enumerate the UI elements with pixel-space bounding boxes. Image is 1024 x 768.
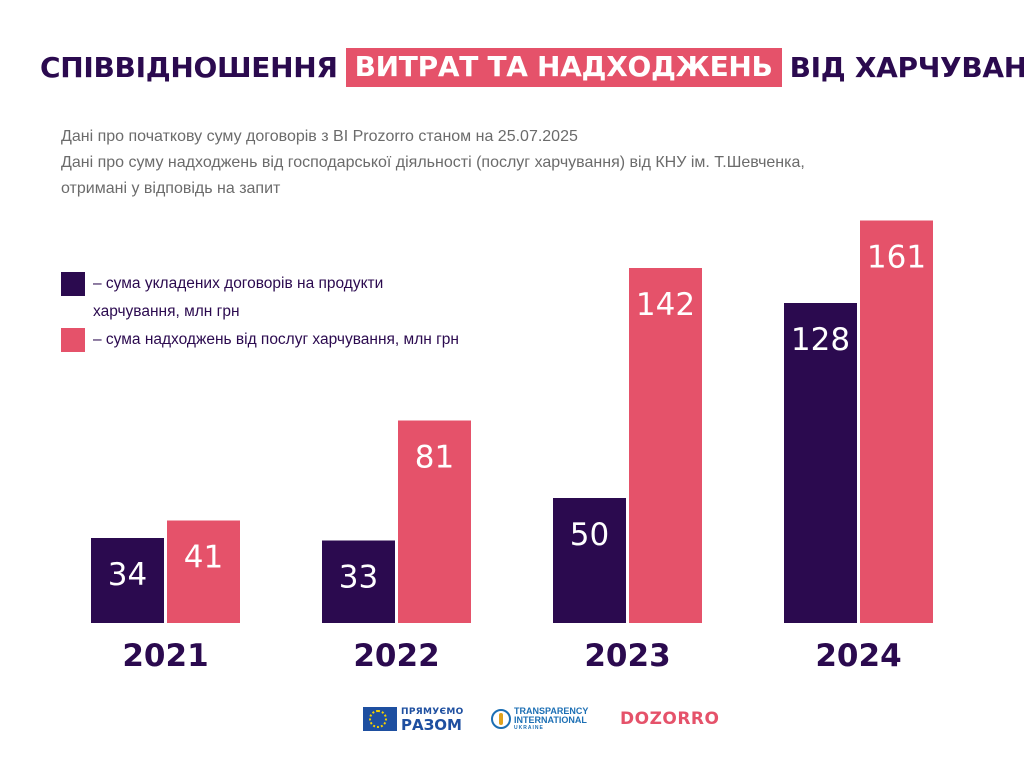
subtitle-line-3: отримані у відповідь на запит bbox=[61, 180, 281, 197]
bar-revenue-2024 bbox=[860, 220, 933, 623]
logo-ti-top: TRANSPARENCY bbox=[514, 706, 589, 716]
value-label-revenue-2024: 161 bbox=[867, 240, 926, 276]
value-label-revenue-2021: 41 bbox=[184, 540, 223, 576]
value-label-revenue-2023: 142 bbox=[636, 287, 695, 323]
logo-transparency-international: TRANSPARENCY INTERNATIONAL UKRAINE bbox=[491, 704, 588, 734]
legend-swatch-contracts bbox=[61, 272, 85, 296]
value-label-contracts-2022: 33 bbox=[339, 560, 378, 596]
title-part1: СПІВВІДНОШЕННЯ bbox=[40, 51, 338, 84]
bar-revenue-2021 bbox=[167, 520, 240, 623]
category-label-2021: 2021 bbox=[122, 638, 208, 674]
value-label-contracts-2021: 34 bbox=[108, 557, 147, 593]
logo-pr-bottom: РАЗОМ bbox=[401, 715, 462, 734]
logo-dozorro-text: DOZORRO bbox=[620, 709, 720, 729]
legend-swatch-revenue bbox=[61, 328, 85, 352]
logo-strip: ПРЯМУЄМО РАЗОМ TRANSPARENCY INTERNATIONA… bbox=[363, 704, 733, 734]
title-part2: ВІД ХАРЧУВАННЯ bbox=[789, 51, 1024, 84]
bar-contracts-2024 bbox=[784, 303, 857, 623]
bar-contracts-2021 bbox=[91, 538, 164, 623]
value-label-contracts-2024: 128 bbox=[791, 322, 850, 358]
logo-ti-mid: INTERNATIONAL bbox=[514, 715, 587, 725]
legend-item-revenue: – сума надходжень від послуг харчування,… bbox=[61, 326, 553, 354]
legend-label-contracts: – сума укладених договорів на продукти х… bbox=[93, 275, 384, 320]
title-highlight: ВИТРАТ ТА НАДХОДЖЕНЬ bbox=[345, 48, 782, 87]
category-label-2022: 2022 bbox=[353, 638, 439, 674]
chart-title: СПІВВІДНОШЕННЯ ВИТРАТ ТА НАДХОДЖЕНЬ ВІД … bbox=[40, 48, 1024, 87]
legend-item-contracts: – сума укладених договорів на продукти х… bbox=[61, 270, 453, 326]
logo-pryamuyemo-razom: ПРЯМУЄМО РАЗОМ bbox=[363, 704, 464, 734]
subtitle: Дані про початкову суму договорів з ВІ P… bbox=[61, 124, 805, 202]
bar-revenue-2023 bbox=[629, 268, 702, 623]
legend-label-revenue: – сума надходжень від послуг харчування,… bbox=[93, 331, 459, 348]
eu-flag-icon bbox=[363, 707, 397, 731]
logo-ti-bottom: UKRAINE bbox=[514, 725, 544, 731]
category-label-2024: 2024 bbox=[815, 638, 901, 674]
bar-revenue-2022 bbox=[398, 420, 471, 623]
value-label-contracts-2023: 50 bbox=[570, 517, 609, 553]
logo-dozorro: DOZORRO bbox=[620, 704, 719, 734]
logo-pr-top: ПРЯМУЄМО bbox=[401, 706, 464, 717]
subtitle-line-2: Дані про суму надходжень від господарськ… bbox=[61, 154, 805, 171]
category-label-2023: 2023 bbox=[584, 638, 670, 674]
subtitle-line-1: Дані про початкову суму договорів з ВІ P… bbox=[61, 128, 578, 145]
bar-contracts-2023 bbox=[553, 498, 626, 623]
value-label-revenue-2022: 81 bbox=[415, 440, 454, 476]
transparency-international-icon bbox=[491, 709, 511, 729]
bar-contracts-2022 bbox=[322, 540, 395, 623]
